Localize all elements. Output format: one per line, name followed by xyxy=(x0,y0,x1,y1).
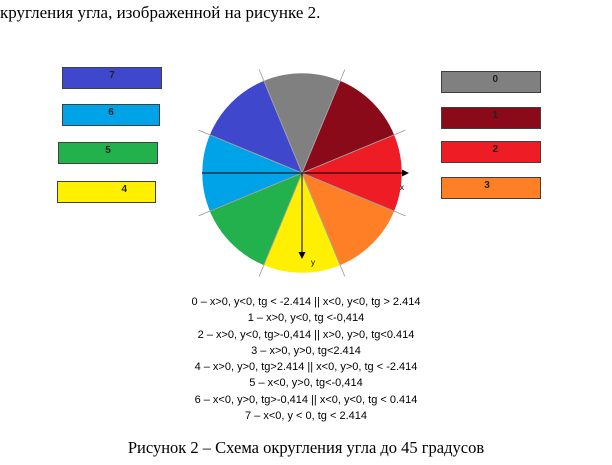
formula-line-5: 5 – x<0, y>0, tg<-0,414 xyxy=(249,377,363,390)
sector-wedge-7 xyxy=(209,80,303,174)
sector-wedge-3 xyxy=(301,172,395,266)
formula-list: 0 – x>0, y<0, tg < -2.414 || x<0, y<0, t… xyxy=(100,294,512,424)
legend-box-4: 4 xyxy=(57,181,156,203)
legend-label-1: 1 xyxy=(492,110,498,121)
legend-box-6: 6 xyxy=(62,104,160,126)
formula-line-3: 3 – x>0, y>0, tg<2.414 xyxy=(251,344,361,357)
formula-line-6: 6 – x<0, y>0, tg>-0,414 || x<0, y<0, tg … xyxy=(194,393,418,406)
sector-wedge-0 xyxy=(263,72,341,174)
formula-line-0: 0 – x>0, y<0, tg < -2.414 || x<0, y<0, t… xyxy=(191,296,421,308)
formula-line-4: 4 – x>0, y>0, tg>2.414 || x<0, y>0, tg <… xyxy=(194,361,418,374)
legend-label-0: 0 xyxy=(492,74,498,85)
legend-label-4: 4 xyxy=(121,184,127,195)
heading-fragment: кругления угла, изображенной на рисунке … xyxy=(0,3,321,22)
sector-wedge-1 xyxy=(301,80,395,174)
sector-group xyxy=(201,72,403,274)
x-axis-label: x xyxy=(400,183,404,192)
sector-wedge-5 xyxy=(209,172,303,266)
formula-line-2: 2 – x>0, y<0, tg>-0,414 || x>0, y>0, tg<… xyxy=(197,328,415,341)
legend-label-2: 2 xyxy=(492,144,498,155)
legend-label-5: 5 xyxy=(105,145,111,156)
formula-line-1: 1 – x>0, y<0, tg <-0,414 xyxy=(247,312,365,325)
legend-box-7: 7 xyxy=(62,67,162,89)
legend-label-6: 6 xyxy=(108,107,114,118)
y-axis-label: y xyxy=(311,258,315,267)
figure-caption: Рисунок 2 – Схема округления угла до 45 … xyxy=(127,438,485,457)
legend-label-3: 3 xyxy=(484,180,490,191)
legend-box-2: 2 xyxy=(441,141,541,163)
legend-box-3: 3 xyxy=(441,177,541,199)
formula-line-7: 7 – x<0, y < 0, tg < 2.414 xyxy=(244,410,367,423)
legend-label-7: 7 xyxy=(109,70,115,81)
sector-diagram: x y xyxy=(198,69,409,277)
legend-box-0: 0 xyxy=(441,71,541,93)
legend-box-5: 5 xyxy=(58,142,158,164)
legend-box-1: 1 xyxy=(441,107,541,129)
